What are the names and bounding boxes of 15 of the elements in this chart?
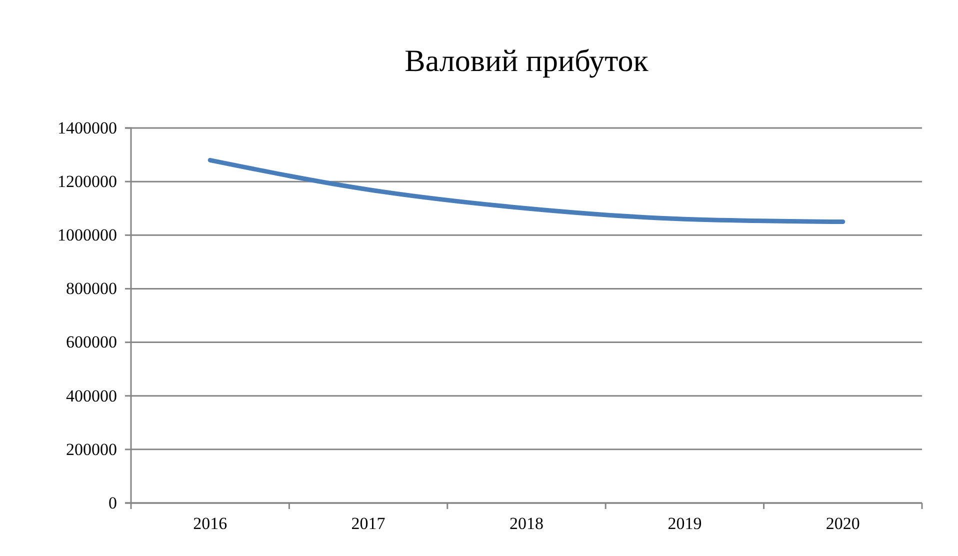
y-tick-label: 1400000 — [58, 118, 117, 138]
y-tick-label: 200000 — [66, 440, 117, 459]
y-tick-label: 1200000 — [58, 172, 117, 192]
y-tick-label: 0 — [108, 493, 117, 512]
y-tick-label: 400000 — [66, 386, 117, 406]
y-tick-label: 600000 — [66, 332, 117, 352]
y-tick-label: 1000000 — [58, 226, 117, 245]
chart-title: Валовий прибуток — [404, 43, 650, 78]
x-tick-label: 2018 — [510, 514, 544, 534]
x-tick-label: 2020 — [826, 514, 860, 534]
y-tick-label: 800000 — [66, 279, 117, 298]
x-tick-label: 2019 — [668, 514, 702, 534]
x-tick-label: 2016 — [193, 514, 228, 534]
line-series — [208, 158, 846, 224]
x-tick-label: 2017 — [351, 514, 386, 534]
